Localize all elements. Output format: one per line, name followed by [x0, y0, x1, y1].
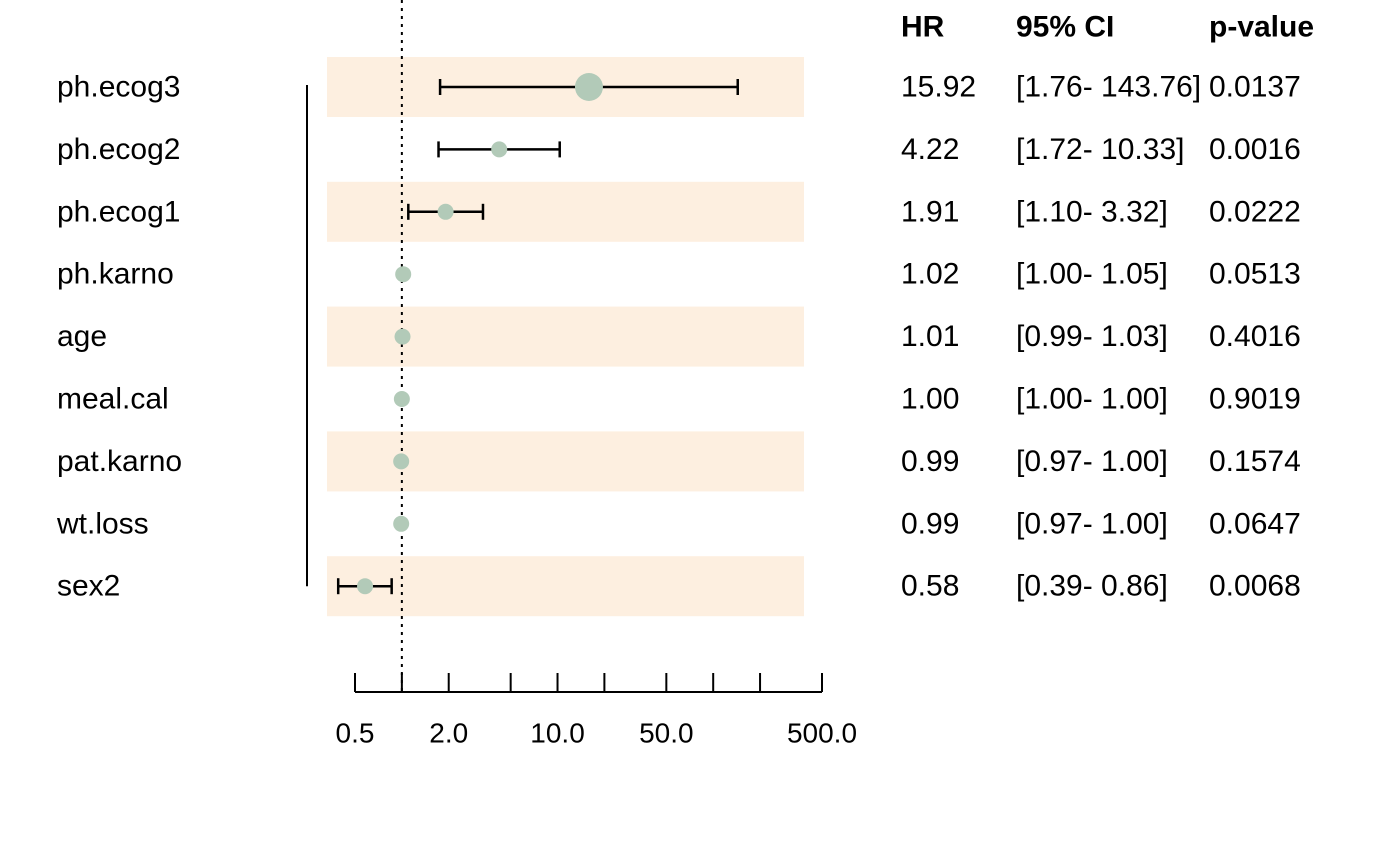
row-label: ph.ecog3 [57, 71, 180, 104]
row-label: wt.loss [56, 507, 149, 540]
p-value: 0.0513 [1209, 258, 1301, 291]
estimate-marks [336, 73, 739, 595]
ci-value: [0.97- 1.00] [1016, 507, 1168, 540]
x-tick-label: 500.0 [787, 718, 857, 749]
hr-value: 1.91 [901, 195, 959, 228]
p-value-header: p-value [1209, 11, 1314, 44]
p-value: 0.4016 [1209, 320, 1301, 353]
hr-point [393, 515, 410, 532]
x-axis: 0.5 2.0 10.0 50.0 500.0 [336, 673, 857, 749]
row-label: ph.karno [57, 258, 174, 291]
hr-point [574, 73, 603, 101]
ci-value: [1.00- 1.00] [1016, 383, 1168, 416]
ci-value: [0.99- 1.03] [1016, 320, 1168, 353]
hr-point [393, 453, 410, 470]
row-label: sex2 [57, 570, 120, 603]
row-labels: ph.ecog3 ph.ecog2 ph.ecog1 ph.karno age meal.… [56, 71, 182, 603]
stats-table: HR 95% CI p-value 15.92 [1.76- 143.76] 0.0137… [901, 11, 1314, 603]
ci-value: [1.10- 3.32] [1016, 195, 1168, 228]
p-value: 0.0222 [1209, 195, 1301, 228]
p-value: 0.0068 [1209, 570, 1301, 603]
p-value: 0.1574 [1209, 445, 1301, 478]
row-bands [327, 57, 804, 617]
hr-value: 0.99 [901, 507, 959, 540]
x-tick-label: 50.0 [639, 718, 694, 749]
row-band [327, 556, 804, 617]
hr-value: 1.00 [901, 383, 959, 416]
row-label: age [57, 320, 107, 353]
row-label: meal.cal [57, 383, 169, 416]
ci-value: [0.39- 0.86] [1016, 570, 1168, 603]
p-value: 0.0647 [1209, 507, 1301, 540]
ci-value: [1.00- 1.05] [1016, 258, 1168, 291]
hr-value: 15.92 [901, 71, 976, 104]
row-label: ph.ecog2 [57, 133, 180, 166]
row-band [327, 181, 804, 242]
x-tick-label: 0.5 [336, 718, 375, 749]
p-value: 0.0137 [1209, 71, 1301, 104]
x-tick-label: 2.0 [429, 718, 468, 749]
hr-value: 1.02 [901, 258, 959, 291]
hr-point [357, 578, 374, 595]
hr-point [395, 266, 412, 283]
hr-point [394, 328, 411, 345]
hr-point [393, 391, 410, 407]
x-tick-label: 10.0 [530, 718, 585, 749]
row-label: ph.ecog1 [57, 195, 180, 228]
hr-value: 1.01 [901, 320, 959, 353]
ci-value: [1.72- 10.33] [1016, 133, 1184, 166]
hr-point [491, 141, 508, 158]
p-value: 0.0016 [1209, 133, 1301, 166]
hr-value: 0.58 [901, 570, 959, 603]
ci-value: [1.76- 143.76] [1016, 71, 1201, 104]
row-label: pat.karno [57, 445, 182, 478]
p-value: 0.9019 [1209, 383, 1301, 416]
hr-value: 0.99 [901, 445, 959, 478]
hr-point [437, 203, 454, 220]
ci-value: [0.97- 1.00] [1016, 445, 1168, 478]
ci-header: 95% CI [1016, 11, 1114, 44]
hr-header: HR [901, 11, 945, 44]
hr-value: 4.22 [901, 133, 959, 166]
